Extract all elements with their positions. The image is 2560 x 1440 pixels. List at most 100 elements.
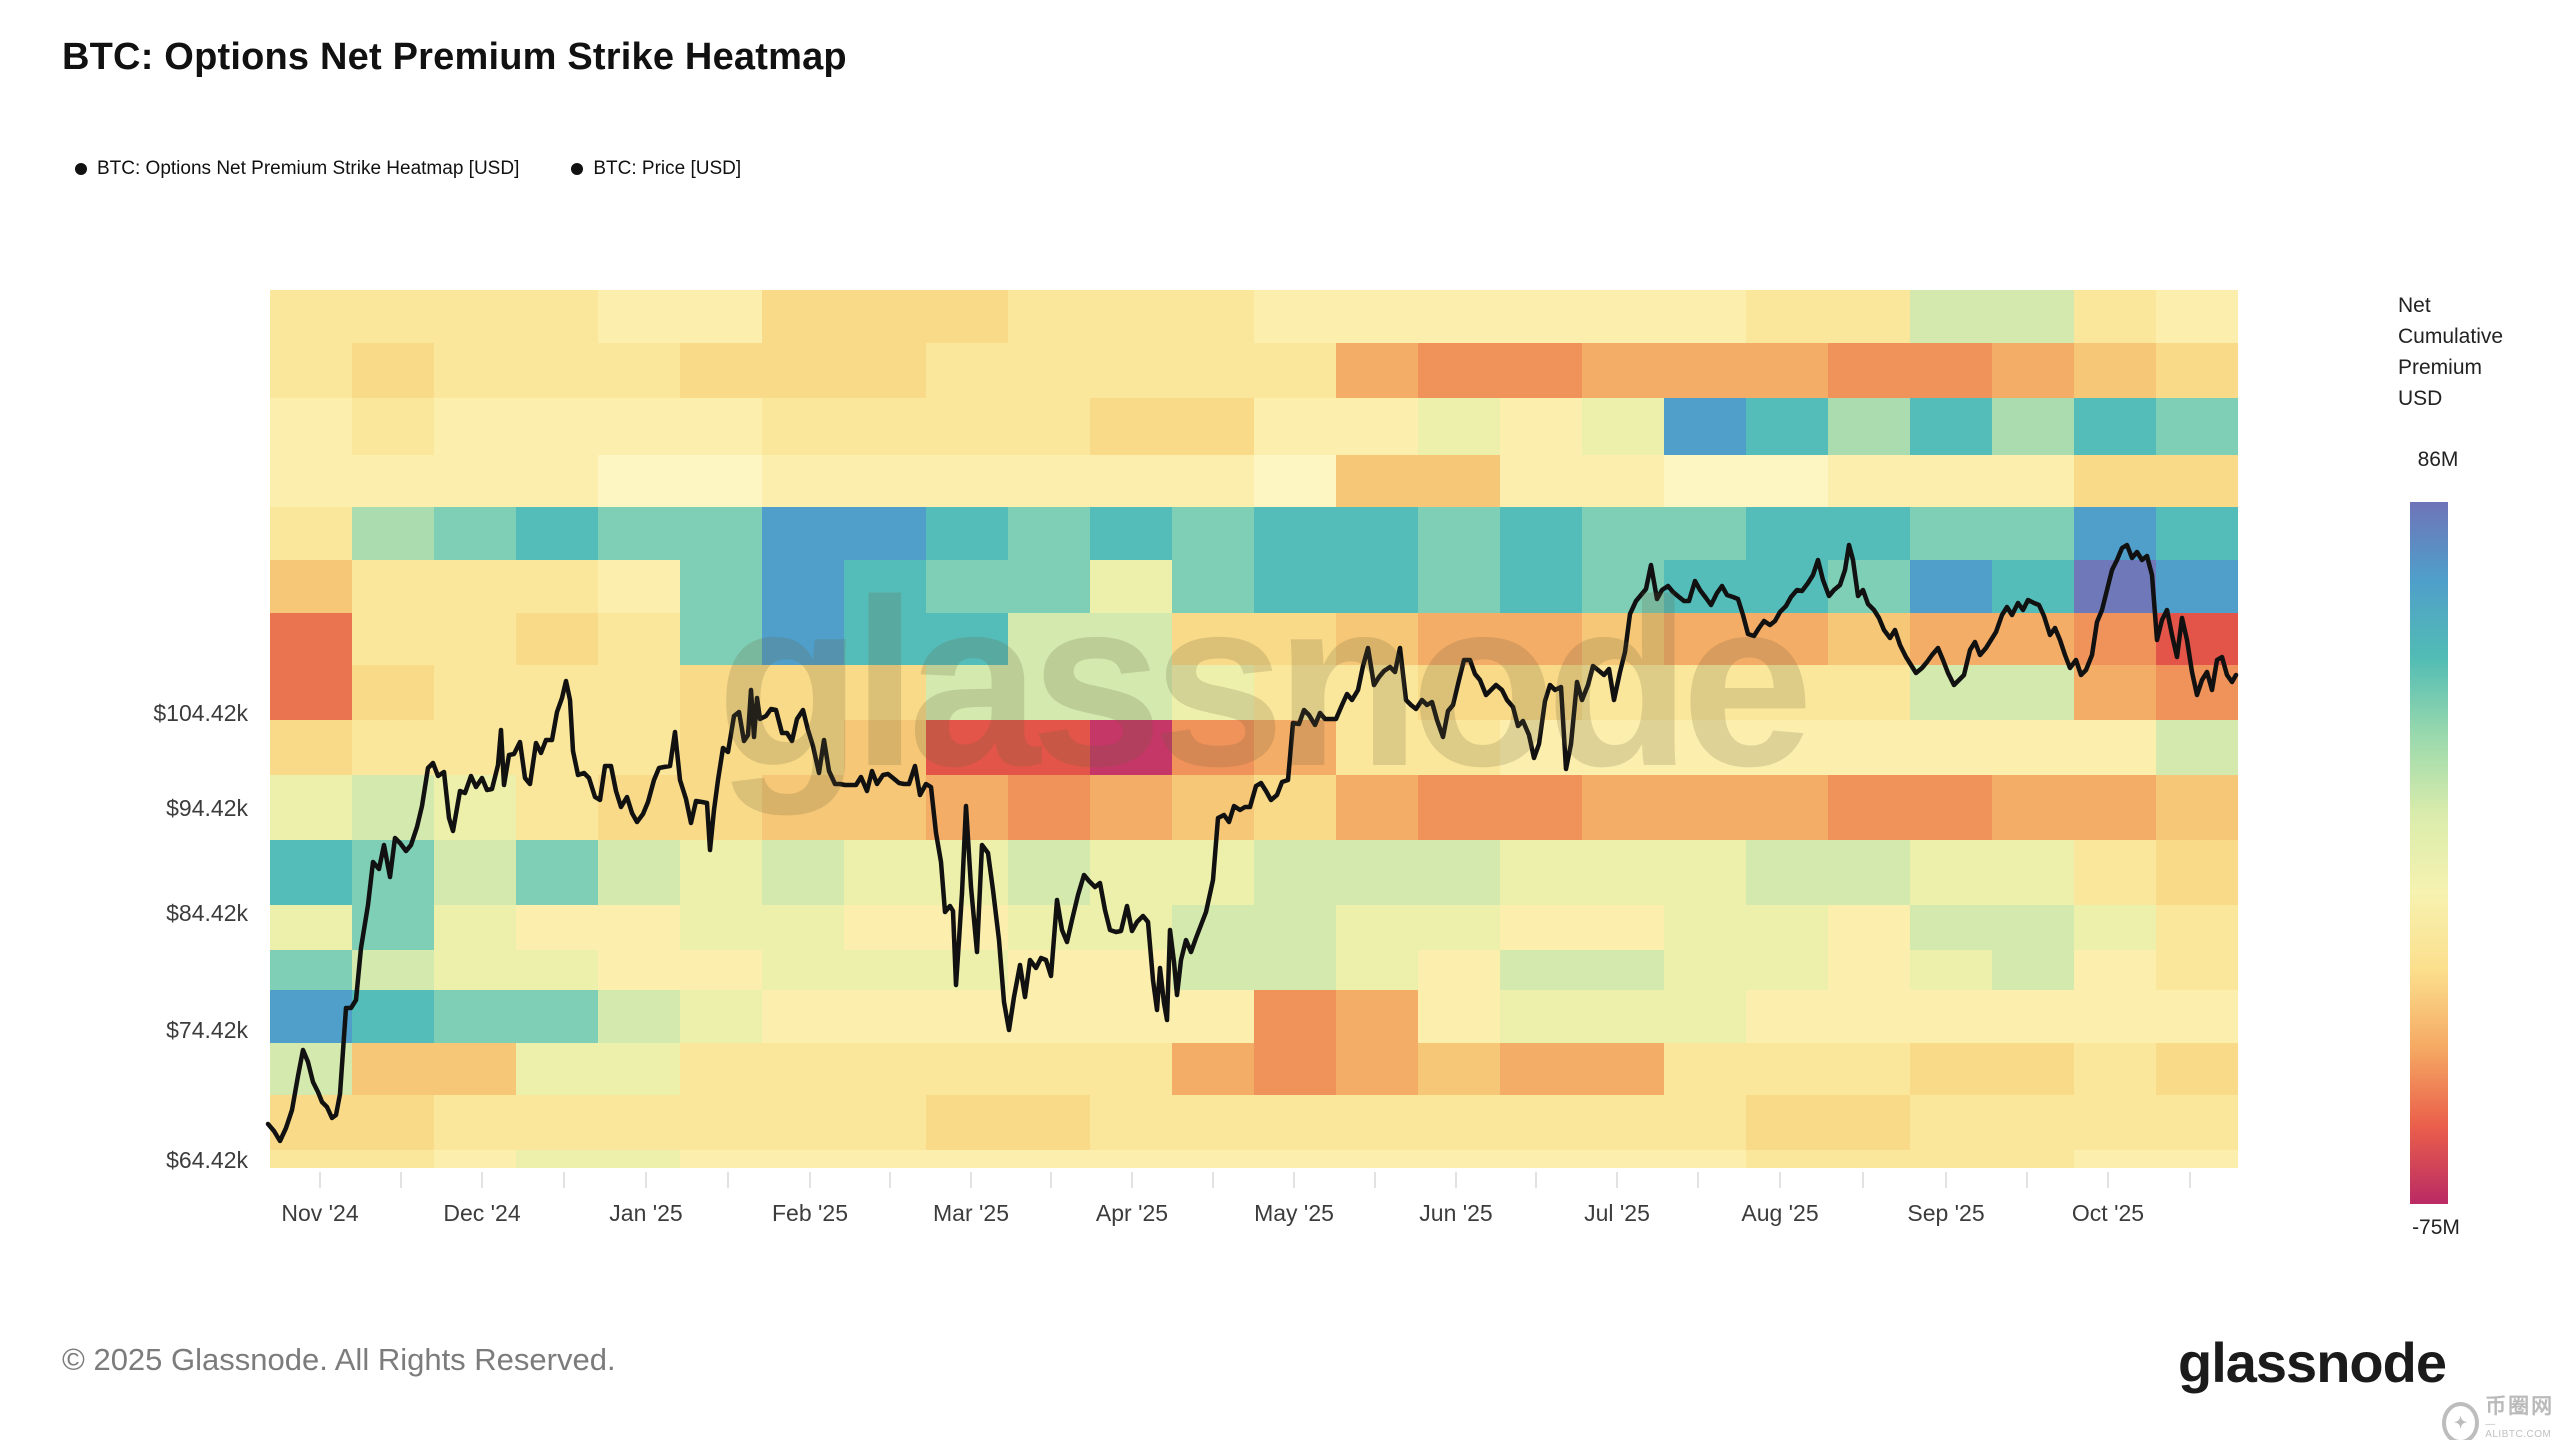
heatmap-cell[interactable] [1992, 840, 2074, 905]
heatmap-cell[interactable] [1746, 775, 1828, 840]
heatmap-cell[interactable] [1090, 720, 1172, 775]
heatmap-cell[interactable] [1992, 343, 2074, 398]
heatmap-cell[interactable] [2156, 560, 2238, 613]
heatmap-cell[interactable] [1992, 1150, 2074, 1168]
heatmap-cell[interactable] [1664, 720, 1746, 775]
heatmap-cell[interactable] [270, 455, 352, 507]
heatmap-cell[interactable] [1172, 1043, 1254, 1095]
heatmap-cell[interactable] [270, 398, 352, 455]
heatmap-cell[interactable] [1090, 1095, 1172, 1150]
heatmap-cell[interactable] [434, 665, 516, 720]
heatmap-cell[interactable] [1172, 950, 1254, 990]
heatmap-cell[interactable] [1336, 507, 1418, 560]
heatmap-cell[interactable] [352, 290, 434, 343]
heatmap-cell[interactable] [1582, 507, 1664, 560]
heatmap-cell[interactable] [1746, 1150, 1828, 1168]
heatmap-cell[interactable] [2074, 950, 2156, 990]
heatmap-cell[interactable] [1090, 455, 1172, 507]
heatmap-cell[interactable] [844, 720, 926, 775]
heatmap-cell[interactable] [1746, 950, 1828, 990]
heatmap-cell[interactable] [680, 1150, 762, 1168]
heatmap-cell[interactable] [2074, 1150, 2156, 1168]
heatmap-cell[interactable] [1910, 398, 1992, 455]
heatmap-cell[interactable] [762, 950, 844, 990]
heatmap-cell[interactable] [1582, 665, 1664, 720]
heatmap-cell[interactable] [1828, 905, 1910, 950]
heatmap-cell[interactable] [1828, 1150, 1910, 1168]
heatmap-cell[interactable] [270, 840, 352, 905]
heatmap-cell[interactable] [352, 560, 434, 613]
heatmap-cell[interactable] [926, 1150, 1008, 1168]
heatmap-cell[interactable] [1336, 290, 1418, 343]
heatmap-cell[interactable] [434, 507, 516, 560]
heatmap-cell[interactable] [598, 398, 680, 455]
heatmap-cell[interactable] [1090, 665, 1172, 720]
heatmap-cell[interactable] [1828, 990, 1910, 1043]
heatmap-cell[interactable] [1254, 1095, 1336, 1150]
heatmap-cell[interactable] [1500, 398, 1582, 455]
heatmap-cell[interactable] [1664, 1095, 1746, 1150]
heatmap-cell[interactable] [844, 560, 926, 613]
heatmap-cell[interactable] [598, 1095, 680, 1150]
heatmap-cell[interactable] [270, 613, 352, 665]
heatmap-cell[interactable] [1664, 775, 1746, 840]
heatmap-cell[interactable] [1910, 455, 1992, 507]
heatmap-cell[interactable] [1582, 720, 1664, 775]
heatmap-cell[interactable] [352, 1095, 434, 1150]
heatmap-cell[interactable] [1500, 990, 1582, 1043]
heatmap-cell[interactable] [1910, 720, 1992, 775]
heatmap-cell[interactable] [516, 290, 598, 343]
heatmap-cell[interactable] [2074, 290, 2156, 343]
heatmap-cell[interactable] [516, 560, 598, 613]
heatmap-cell[interactable] [680, 1043, 762, 1095]
heatmap-cell[interactable] [926, 720, 1008, 775]
heatmap-cell[interactable] [1418, 507, 1500, 560]
heatmap-cell[interactable] [270, 775, 352, 840]
heatmap-cell[interactable] [434, 398, 516, 455]
heatmap-cell[interactable] [1828, 455, 1910, 507]
heatmap-cell[interactable] [2074, 720, 2156, 775]
heatmap-cell[interactable] [1746, 455, 1828, 507]
heatmap-cell[interactable] [762, 290, 844, 343]
heatmap-cell[interactable] [762, 905, 844, 950]
heatmap-cell[interactable] [1172, 398, 1254, 455]
heatmap-cell[interactable] [1336, 950, 1418, 990]
heatmap-cell[interactable] [1828, 1095, 1910, 1150]
heatmap-cell[interactable] [1008, 613, 1090, 665]
heatmap-cell[interactable] [1664, 1150, 1746, 1168]
heatmap-cell[interactable] [1008, 1095, 1090, 1150]
heatmap-cell[interactable] [598, 840, 680, 905]
heatmap-cell[interactable] [598, 665, 680, 720]
heatmap-cell[interactable] [1582, 343, 1664, 398]
heatmap-cell[interactable] [1828, 665, 1910, 720]
heatmap-cell[interactable] [1336, 398, 1418, 455]
heatmap-cell[interactable] [2074, 665, 2156, 720]
heatmap-cell[interactable] [762, 398, 844, 455]
heatmap-cell[interactable] [434, 343, 516, 398]
heatmap-cell[interactable] [1172, 343, 1254, 398]
heatmap-cell[interactable] [1746, 840, 1828, 905]
heatmap-cell[interactable] [2156, 1150, 2238, 1168]
heatmap-cell[interactable] [844, 990, 926, 1043]
heatmap-cell[interactable] [434, 560, 516, 613]
heatmap-cell[interactable] [1254, 720, 1336, 775]
heatmap-cell[interactable] [1910, 665, 1992, 720]
heatmap-cell[interactable] [1664, 343, 1746, 398]
heatmap-cell[interactable] [844, 290, 926, 343]
heatmap-cell[interactable] [1418, 1043, 1500, 1095]
heatmap-cell[interactable] [2156, 455, 2238, 507]
heatmap-cell[interactable] [1910, 990, 1992, 1043]
heatmap-cell[interactable] [1828, 1043, 1910, 1095]
heatmap-cell[interactable] [1828, 290, 1910, 343]
heatmap-cell[interactable] [352, 990, 434, 1043]
heatmap-cell[interactable] [1254, 560, 1336, 613]
heatmap-cell[interactable] [844, 343, 926, 398]
heatmap-cell[interactable] [1582, 1043, 1664, 1095]
heatmap-cell[interactable] [1910, 507, 1992, 560]
heatmap-cell[interactable] [1008, 398, 1090, 455]
heatmap-cell[interactable] [270, 343, 352, 398]
heatmap-cell[interactable] [598, 613, 680, 665]
heatmap-cell[interactable] [1008, 1043, 1090, 1095]
heatmap-cell[interactable] [926, 1095, 1008, 1150]
heatmap-cell[interactable] [1254, 507, 1336, 560]
